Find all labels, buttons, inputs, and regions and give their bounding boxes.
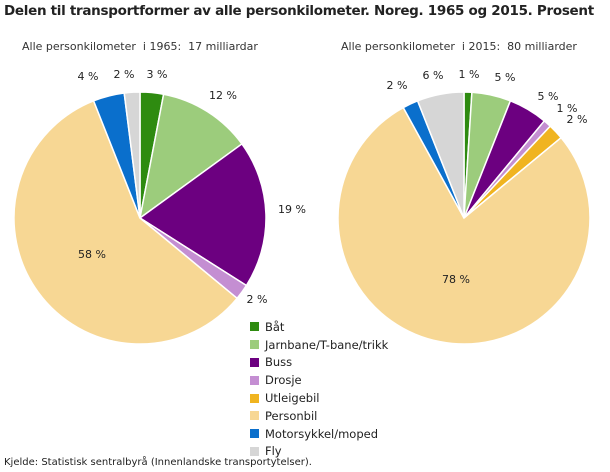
legend-swatch	[250, 393, 259, 403]
data-label-1965-fly: 2 %	[114, 68, 135, 81]
slice-1965-buss	[138, 142, 267, 287]
legend-swatch	[250, 322, 259, 332]
slice-2015-fly	[416, 91, 465, 219]
chart-title: Delen til transportformer av alle person…	[4, 3, 594, 19]
data-label-2015-drosje: 1 %	[557, 102, 578, 115]
legend-label: Motorsykkel/moped	[265, 426, 378, 441]
legend-item-bat: Båt	[250, 318, 388, 336]
legend: Båt Jarnbane/T-bane/trikk Buss Drosje Ut…	[250, 318, 388, 460]
legend-item-motorsykkel: Motorsykkel/moped	[250, 425, 388, 443]
slice-1965-fly	[123, 91, 141, 219]
source-note: Kjelde: Statistisk sentralbyrå (Innenlan…	[4, 457, 312, 468]
data-label-1965-drosje: 2 %	[247, 293, 268, 306]
legend-swatch	[250, 429, 259, 439]
legend-label: Drosje	[265, 373, 302, 388]
data-label-2015-personbil: 78 %	[442, 273, 470, 286]
pie-1965-subtitle: Alle personkilometer i 1965: 17 milliard…	[22, 40, 258, 53]
legend-item-jarnbane: Jarnbane/T-bane/trikk	[250, 336, 388, 354]
legend-item-utleigebil: Utleigebil	[250, 389, 388, 407]
legend-label: Utleigebil	[265, 391, 320, 406]
legend-label: Personbil	[265, 408, 318, 423]
legend-swatch	[250, 340, 259, 350]
legend-label: Buss	[265, 355, 293, 370]
legend-item-personbil: Personbil	[250, 407, 388, 425]
legend-item-drosje: Drosje	[250, 371, 388, 389]
legend-label: Jarnbane/T-bane/trikk	[265, 337, 389, 352]
data-label-1965-jarnbane-t-bane-trikk: 12 %	[209, 89, 237, 102]
data-label-2015-utleigebil: 2 %	[567, 113, 588, 126]
data-label-1965-b-t: 3 %	[147, 68, 168, 81]
legend-label: Båt	[265, 319, 285, 334]
data-label-1965-buss: 19 %	[278, 203, 306, 216]
legend-swatch	[250, 411, 259, 421]
slice-1965-personbil	[13, 99, 239, 345]
data-label-1965-motorsykkel-moped: 4 %	[78, 70, 99, 83]
legend-swatch	[250, 357, 259, 367]
slice-2015-personbil	[337, 106, 591, 345]
data-label-2015-jarnbane-t-bane-trikk: 5 %	[495, 71, 516, 84]
data-label-2015-motorsykkel-moped: 2 %	[387, 79, 408, 92]
legend-item-fly: Fly	[250, 443, 388, 461]
legend-swatch	[250, 446, 259, 456]
legend-item-buss: Buss	[250, 354, 388, 372]
data-label-1965-personbil: 58 %	[78, 248, 106, 261]
legend-label: Fly	[265, 444, 282, 459]
slice-1965-jarnbane-t-bane-trikk	[138, 93, 243, 220]
data-label-2015-b-t: 1 %	[459, 68, 480, 81]
data-label-2015-buss: 5 %	[538, 90, 559, 103]
legend-swatch	[250, 375, 259, 385]
pie-2015-subtitle: Alle personkilometer i 2015: 80 milliard…	[341, 40, 577, 53]
data-label-2015-fly: 6 %	[423, 69, 444, 82]
